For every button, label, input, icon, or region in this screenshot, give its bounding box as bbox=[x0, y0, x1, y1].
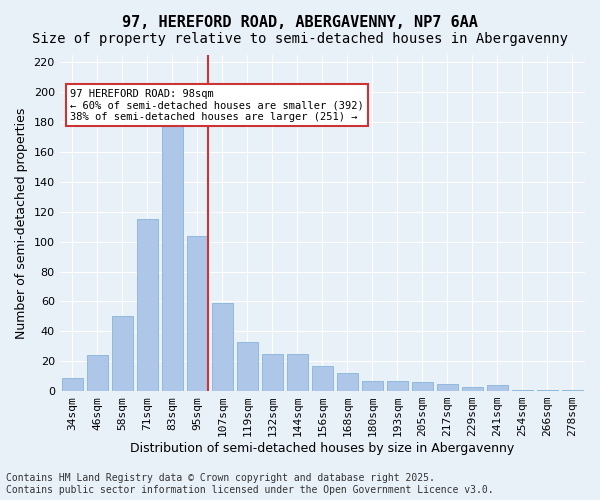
Bar bbox=[512, 390, 533, 391]
Bar bbox=[212, 303, 233, 391]
Y-axis label: Number of semi-detached properties: Number of semi-detached properties bbox=[15, 108, 28, 338]
Bar bbox=[86, 355, 108, 391]
Bar bbox=[562, 390, 583, 391]
Bar bbox=[112, 316, 133, 391]
Bar bbox=[137, 220, 158, 391]
Bar bbox=[262, 354, 283, 391]
Bar bbox=[287, 354, 308, 391]
Text: Contains HM Land Registry data © Crown copyright and database right 2025.
Contai: Contains HM Land Registry data © Crown c… bbox=[6, 474, 494, 495]
Bar bbox=[362, 380, 383, 391]
Bar bbox=[312, 366, 333, 391]
X-axis label: Distribution of semi-detached houses by size in Abergavenny: Distribution of semi-detached houses by … bbox=[130, 442, 514, 455]
Bar bbox=[412, 382, 433, 391]
Bar bbox=[487, 385, 508, 391]
Bar bbox=[337, 373, 358, 391]
Bar bbox=[161, 122, 183, 391]
Text: 97 HEREFORD ROAD: 98sqm
← 60% of semi-detached houses are smaller (392)
38% of s: 97 HEREFORD ROAD: 98sqm ← 60% of semi-de… bbox=[70, 88, 364, 122]
Bar bbox=[62, 378, 83, 391]
Bar bbox=[236, 342, 258, 391]
Bar bbox=[437, 384, 458, 391]
Text: Size of property relative to semi-detached houses in Abergavenny: Size of property relative to semi-detach… bbox=[32, 32, 568, 46]
Text: 97, HEREFORD ROAD, ABERGAVENNY, NP7 6AA: 97, HEREFORD ROAD, ABERGAVENNY, NP7 6AA bbox=[122, 15, 478, 30]
Bar bbox=[187, 236, 208, 391]
Bar bbox=[537, 390, 558, 391]
Bar bbox=[462, 386, 483, 391]
Bar bbox=[387, 380, 408, 391]
